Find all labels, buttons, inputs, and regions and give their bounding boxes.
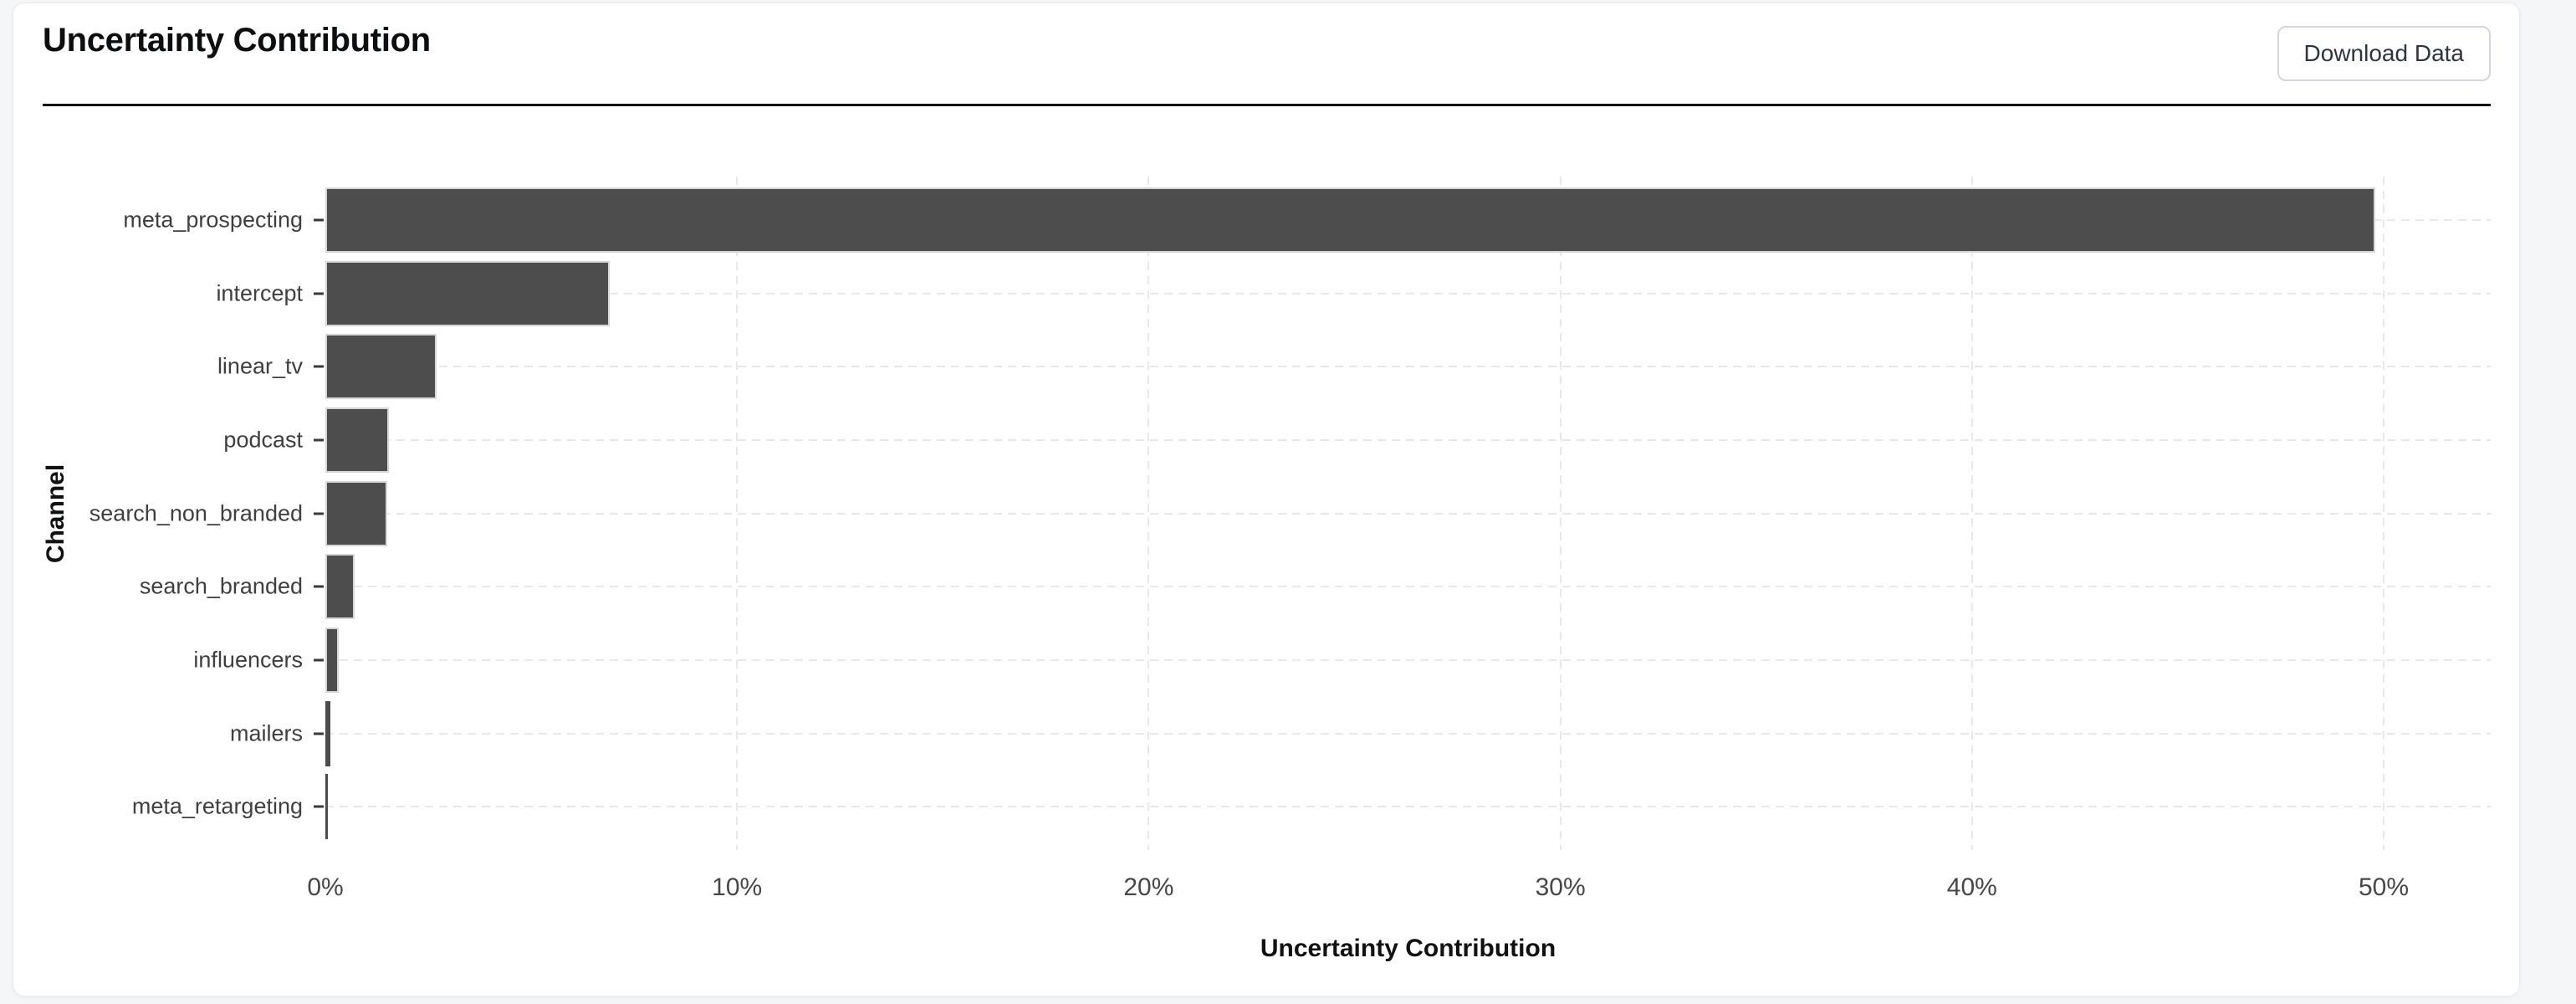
plot-panel — [325, 177, 2491, 850]
y-tick-label-search_branded: search_branded — [139, 573, 303, 599]
y-tick-label-mailers: mailers — [229, 720, 303, 745]
y-tick-mark — [314, 658, 324, 662]
y-gridline — [325, 512, 2491, 515]
bar-linear_tv — [325, 334, 437, 400]
x-tick-label: 10% — [712, 873, 763, 901]
x-axis-title: Uncertainty Contribution — [1260, 935, 1556, 962]
y-gridline — [325, 732, 2491, 735]
y-gridline — [325, 586, 2491, 588]
y-tick-label-linear_tv: linear_tv — [217, 353, 303, 379]
chart-card: Uncertainty Contribution Download Data C… — [13, 3, 2520, 996]
y-tick-mark — [314, 585, 324, 588]
y-tick-mark — [314, 438, 324, 442]
y-gridline — [325, 366, 2491, 368]
bar-influencers — [325, 627, 340, 693]
page-title: Uncertainty Contribution — [43, 22, 431, 59]
download-data-button[interactable]: Download Data — [2277, 26, 2491, 81]
x-tick-label: 50% — [2358, 873, 2410, 901]
y-tick-mark — [314, 732, 324, 735]
y-gridline — [325, 806, 2491, 808]
x-tick-label: 40% — [1946, 873, 1997, 901]
y-gridline — [325, 292, 2491, 295]
y-tick-label-influencers: influencers — [193, 647, 303, 673]
y-gridline — [325, 658, 2491, 661]
bar-search_branded — [325, 554, 355, 620]
y-tick-label-search_non_branded: search_non_branded — [89, 500, 303, 525]
bar-meta_prospecting — [325, 187, 2376, 253]
bar-mailers — [325, 700, 330, 766]
bar-meta_retargeting — [325, 774, 328, 840]
y-gridline — [325, 438, 2491, 441]
y-tick-mark — [314, 292, 324, 295]
y-tick-label-podcast: podcast — [223, 427, 303, 453]
y-tick-label-intercept: intercept — [216, 280, 303, 305]
x-tick-label: 30% — [1535, 873, 1586, 901]
x-tick-label: 0% — [307, 873, 344, 901]
header-divider — [43, 104, 2491, 106]
bar-podcast — [325, 407, 390, 473]
x-tick-label: 20% — [1123, 873, 1174, 901]
y-tick-mark — [314, 218, 324, 222]
y-tick-label-meta_prospecting: meta_prospecting — [123, 207, 303, 233]
bar-intercept — [325, 260, 610, 326]
y-tick-mark — [314, 512, 324, 515]
y-tick-label-meta_retargeting: meta_retargeting — [131, 793, 303, 819]
y-tick-mark — [314, 365, 324, 368]
bar-search_non_branded — [325, 480, 387, 546]
y-tick-mark — [314, 805, 324, 808]
